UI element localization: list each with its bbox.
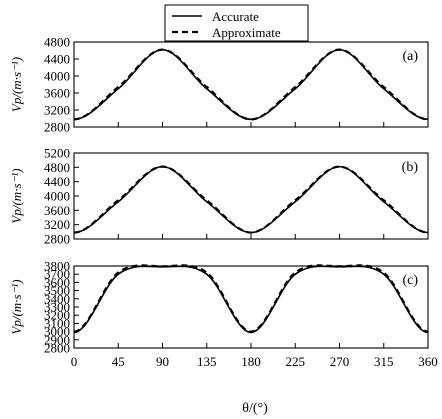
x-tick-label: 360: [418, 354, 438, 369]
y-tick-label: 2800: [44, 120, 70, 135]
plot-frame: [73, 152, 429, 240]
y-tick-label: 4000: [44, 189, 70, 204]
y-tick-label: 4800: [44, 35, 70, 50]
legend: Accurate Approximate: [164, 4, 309, 42]
y-tick-label: 4000: [44, 69, 70, 84]
y-tick-label: 3700: [44, 267, 70, 282]
series-line-approximate: [73, 165, 429, 234]
x-axis-label: θ/(°): [242, 401, 268, 416]
y-tick-label: 3000: [44, 324, 70, 339]
x-tick-label: 225: [286, 354, 306, 369]
series-line-accurate: [73, 48, 429, 121]
y-axis-label: Vp/(m·s⁻¹): [9, 57, 24, 112]
y-tick-label: 3200: [44, 103, 70, 118]
y-tick-label: 3800: [44, 259, 70, 274]
x-tick-label: 0: [71, 354, 78, 369]
y-axis-label: Vp/(m·s⁻¹): [9, 279, 24, 334]
legend-label-approximate: Approximate: [212, 25, 281, 40]
x-tick-label: 180: [241, 354, 261, 369]
y-axis-label: Vp/(m·s⁻¹): [9, 168, 24, 223]
plot-frame: [73, 41, 429, 128]
panel-label: (c): [402, 273, 418, 288]
panel-a: 2800 3200 3600 4000 4400 4800 (a) Vp/(m·s⁻¹): [9, 35, 429, 135]
y-tick-label: 3200: [44, 217, 70, 232]
y-tick-label: 5200: [44, 146, 70, 161]
x-tick-label: 135: [197, 354, 217, 369]
series-line-accurate: [73, 265, 429, 334]
y-tick-label: 3600: [44, 275, 70, 290]
panel-label: (b): [402, 160, 419, 175]
plot-frame: [73, 265, 429, 349]
y-tick-label: 3500: [44, 283, 70, 298]
series-line-approximate: [73, 48, 429, 121]
y-tick-label: 3600: [44, 86, 70, 101]
y-tick-label: 4400: [44, 174, 70, 189]
y-tick-label: 3100: [44, 316, 70, 331]
x-tick-label: 270: [330, 354, 350, 369]
y-tick-label: 4400: [44, 52, 70, 67]
y-tick-label: 2900: [44, 332, 70, 347]
legend-label-accurate: Accurate: [212, 9, 259, 24]
x-tick-label: 45: [112, 354, 125, 369]
series-line-accurate: [73, 165, 429, 234]
legend-box: [164, 4, 309, 42]
series-line-approximate: [73, 264, 429, 333]
y-tick-label: 4800: [44, 160, 70, 175]
panel-label: (a): [402, 49, 418, 64]
x-tick-label: 90: [156, 354, 169, 369]
panel-c: 2800290030003100320033003400350036003700…: [9, 259, 438, 370]
y-tick-label: 2800: [44, 341, 70, 356]
x-tick-label: 315: [374, 354, 394, 369]
y-tick-label: 2800: [44, 232, 70, 247]
y-tick-label: 3300: [44, 300, 70, 315]
y-tick-label: 3200: [44, 308, 70, 323]
y-tick-label: 3400: [44, 291, 70, 306]
y-tick-label: 3600: [44, 203, 70, 218]
